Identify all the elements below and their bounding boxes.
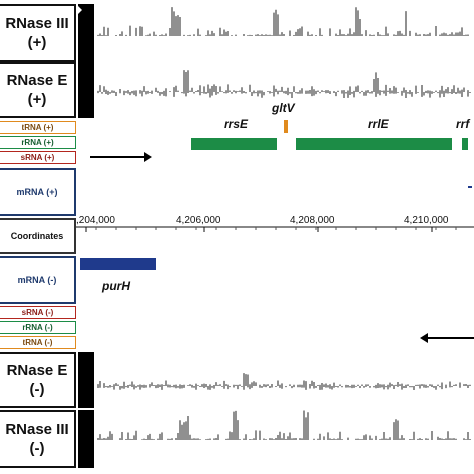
- ruler-tick-label: 4,208,000: [290, 215, 335, 226]
- track-label-coordinates[interactable]: Coordinates: [0, 218, 76, 254]
- strand-arrow-minus-icon: [420, 333, 474, 343]
- track-label-strand: (-): [29, 440, 45, 457]
- gene-rrlE-bar[interactable]: [296, 138, 452, 150]
- track-label-panel: RNase III (+) RNase E (+) tRNA (+) rRNA …: [0, 0, 76, 474]
- ruler-tick-label: 4,206,000: [176, 215, 221, 226]
- track-label-rrna-plus[interactable]: rRNA (+): [0, 136, 76, 149]
- coordinate-ruler: ,204,000 4,206,000 4,208,000 4,210,000: [76, 215, 474, 232]
- track-label-text: tRNA (+): [21, 122, 54, 132]
- track-label-text: RNase III: [5, 421, 69, 438]
- gene-fragment-mrna-plus: [468, 186, 472, 188]
- track-label-text: rRNA (-): [22, 322, 53, 332]
- strand-arrow-plus-icon: [90, 152, 152, 162]
- scale-bar-rnase3-plus: [78, 4, 94, 62]
- track-label-rnase3-plus[interactable]: RNase III (+): [0, 4, 76, 62]
- track-label-strand: (+): [27, 91, 47, 108]
- gene-purH-bar[interactable]: [80, 258, 156, 270]
- gene-label-rrlE: rrlE: [368, 117, 390, 131]
- signal-rnasee-plus: [97, 70, 471, 98]
- gene-rrsE-bar[interactable]: [191, 138, 277, 150]
- gene-rrf-bar[interactable]: [462, 138, 468, 150]
- gene-gltV-bar[interactable]: [284, 120, 288, 133]
- track-panel: gltV rrsE rrlE rrf ,204,000 4,206,000 4,20…: [76, 0, 474, 474]
- track-label-rnasee-minus[interactable]: RNase E (-): [0, 352, 76, 408]
- track-label-srna-plus[interactable]: sRNA (+): [0, 151, 76, 164]
- signal-rnase3-minus: [97, 410, 471, 440]
- signal-rnase3-plus: [97, 7, 469, 36]
- track-label-strand: (+): [27, 34, 47, 51]
- track-canvas: gltV rrsE rrlE rrf ,204,000 4,206,000 4,20…: [76, 4, 474, 468]
- track-label-text: Coordinates: [10, 231, 64, 241]
- track-label-text: RNase III: [5, 15, 69, 32]
- ruler-tick-label: ,204,000: [76, 215, 115, 226]
- gene-label-rrsE: rrsE: [224, 117, 249, 131]
- track-label-text: mRNA (+): [16, 187, 58, 197]
- track-label-rnasee-plus[interactable]: RNase E (+): [0, 62, 76, 118]
- scale-bar-rnasee-minus: [78, 352, 94, 408]
- signal-rnasee-minus: [97, 373, 471, 390]
- track-label-text: RNase E: [6, 72, 68, 89]
- track-label-srna-minus[interactable]: sRNA (-): [0, 306, 76, 319]
- track-label-mrna-plus[interactable]: mRNA (+): [0, 168, 76, 216]
- track-label-mrna-minus[interactable]: mRNA (-): [0, 256, 76, 304]
- track-label-text: tRNA (-): [22, 337, 53, 347]
- ruler-tick-label: 4,210,000: [404, 215, 449, 226]
- track-label-trna-plus[interactable]: tRNA (+): [0, 121, 76, 134]
- track-label-rnase3-minus[interactable]: RNase III (-): [0, 410, 76, 468]
- track-label-text: mRNA (-): [17, 275, 57, 285]
- scale-bar-rnasee-plus: [78, 62, 94, 118]
- gene-label-purH: purH: [101, 279, 130, 293]
- gene-label-gltV: gltV: [271, 101, 296, 115]
- track-label-text: rRNA (+): [21, 137, 54, 147]
- scale-bar-rnase3-minus: [78, 410, 94, 468]
- expand-arrow-icon[interactable]: [76, 4, 82, 16]
- track-label-text: sRNA (-): [21, 307, 54, 317]
- track-label-text: RNase E: [6, 362, 68, 379]
- track-label-rrna-minus[interactable]: rRNA (-): [0, 321, 76, 334]
- track-label-trna-minus[interactable]: tRNA (-): [0, 336, 76, 349]
- track-label-strand: (-): [29, 381, 45, 398]
- gene-label-rrf: rrf: [456, 117, 470, 131]
- track-label-text: sRNA (+): [20, 152, 55, 162]
